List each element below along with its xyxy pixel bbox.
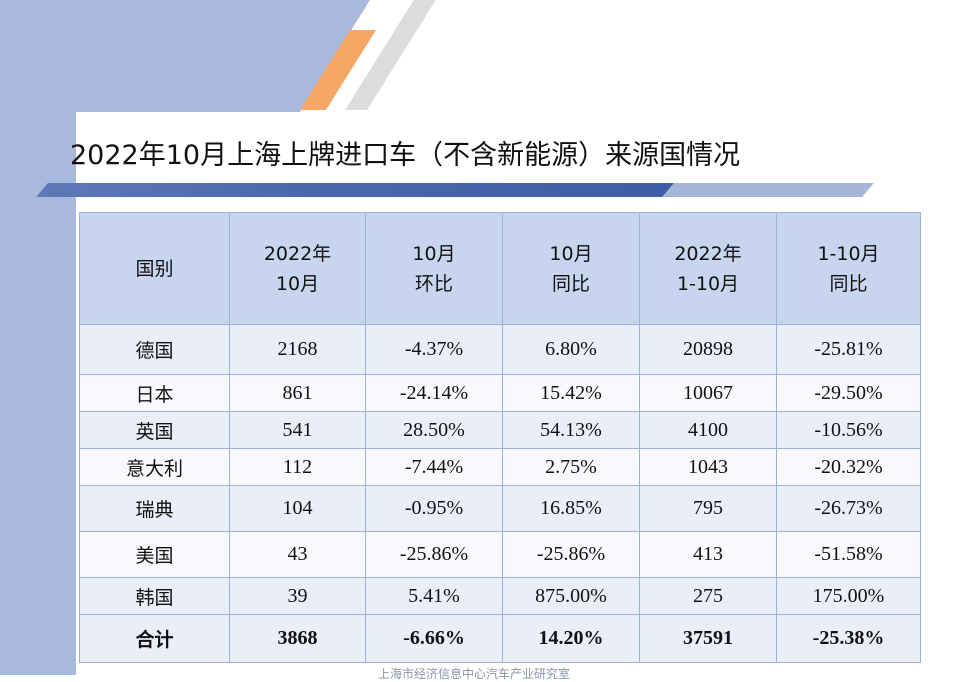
table-header-row: 国别 2022年 10月 10月 环比 10月 同比 2022年 1-10月 1-10月… [79,212,921,325]
cell-yoy: 875.00% [502,577,640,615]
title-underline-bar-light [662,183,874,197]
cell-ytd: 37591 [639,614,777,663]
cell-ytd-yoy: -29.50% [776,374,921,412]
cell-oct: 104 [229,485,366,532]
cell-country: 意大利 [79,448,230,486]
cell-country: 德国 [79,324,230,375]
header-oct-yoy: 10月 同比 [502,212,640,325]
cell-ytd: 1043 [639,448,777,486]
cell-yoy: 2.75% [502,448,640,486]
header-ytd-volume: 2022年 1-10月 [639,212,777,325]
header-country: 国别 [79,212,230,325]
import-source-table: 国别 2022年 10月 10月 环比 10月 同比 2022年 1-10月 1-10月… [79,212,921,663]
cell-ytd: 4100 [639,411,777,449]
table-row: 日本 861 -24.14% 15.42% 10067 -29.50% [79,374,921,412]
cell-country: 英国 [79,411,230,449]
table-total-row: 合计 3868 -6.66% 14.20% 37591 -25.38% [79,614,921,663]
cell-ytd: 795 [639,485,777,532]
cell-mom: -7.44% [365,448,503,486]
cell-ytd-yoy: -10.56% [776,411,921,449]
cell-mom: -25.86% [365,531,503,578]
title-underline-bar [36,183,678,197]
cell-yoy: -25.86% [502,531,640,578]
header-oct-volume: 2022年 10月 [229,212,366,325]
cell-ytd-yoy: -25.81% [776,324,921,375]
source-footer: 上海市经济信息中心汽车产业研究室 [378,667,571,681]
table-row: 瑞典 104 -0.95% 16.85% 795 -26.73% [79,485,921,532]
cell-yoy: 54.13% [502,411,640,449]
cell-yoy: 14.20% [502,614,640,663]
cell-ytd-yoy: 175.00% [776,577,921,615]
cell-ytd: 413 [639,531,777,578]
cell-ytd: 10067 [639,374,777,412]
cell-country: 瑞典 [79,485,230,532]
cell-yoy: 16.85% [502,485,640,532]
table-row: 德国 2168 -4.37% 6.80% 20898 -25.81% [79,324,921,375]
cell-oct: 43 [229,531,366,578]
table-row: 英国 541 28.50% 54.13% 4100 -10.56% [79,411,921,449]
cell-oct: 112 [229,448,366,486]
cell-oct: 39 [229,577,366,615]
cell-yoy: 15.42% [502,374,640,412]
cell-mom: -4.37% [365,324,503,375]
cell-oct: 2168 [229,324,366,375]
cell-country: 合计 [79,614,230,663]
cell-country: 日本 [79,374,230,412]
cell-oct: 3868 [229,614,366,663]
cell-country: 美国 [79,531,230,578]
cell-ytd-yoy: -25.38% [776,614,921,663]
cell-ytd-yoy: -26.73% [776,485,921,532]
cell-mom: 5.41% [365,577,503,615]
cell-yoy: 6.80% [502,324,640,375]
table-row: 韩国 39 5.41% 875.00% 275 175.00% [79,577,921,615]
cell-mom: -6.66% [365,614,503,663]
table-row: 意大利 112 -7.44% 2.75% 1043 -20.32% [79,448,921,486]
cell-ytd: 275 [639,577,777,615]
cell-mom: -24.14% [365,374,503,412]
header-oct-mom: 10月 环比 [365,212,503,325]
cell-mom: -0.95% [365,485,503,532]
header-ytd-yoy: 1-10月 同比 [776,212,921,325]
cell-country: 韩国 [79,577,230,615]
table-row: 美国 43 -25.86% -25.86% 413 -51.58% [79,531,921,578]
cell-ytd-yoy: -51.58% [776,531,921,578]
cell-oct: 541 [229,411,366,449]
cell-oct: 861 [229,374,366,412]
cell-mom: 28.50% [365,411,503,449]
cell-ytd: 20898 [639,324,777,375]
cell-ytd-yoy: -20.32% [776,448,921,486]
page-title: 2022年10月上海上牌进口车（不含新能源）来源国情况 [70,140,741,171]
